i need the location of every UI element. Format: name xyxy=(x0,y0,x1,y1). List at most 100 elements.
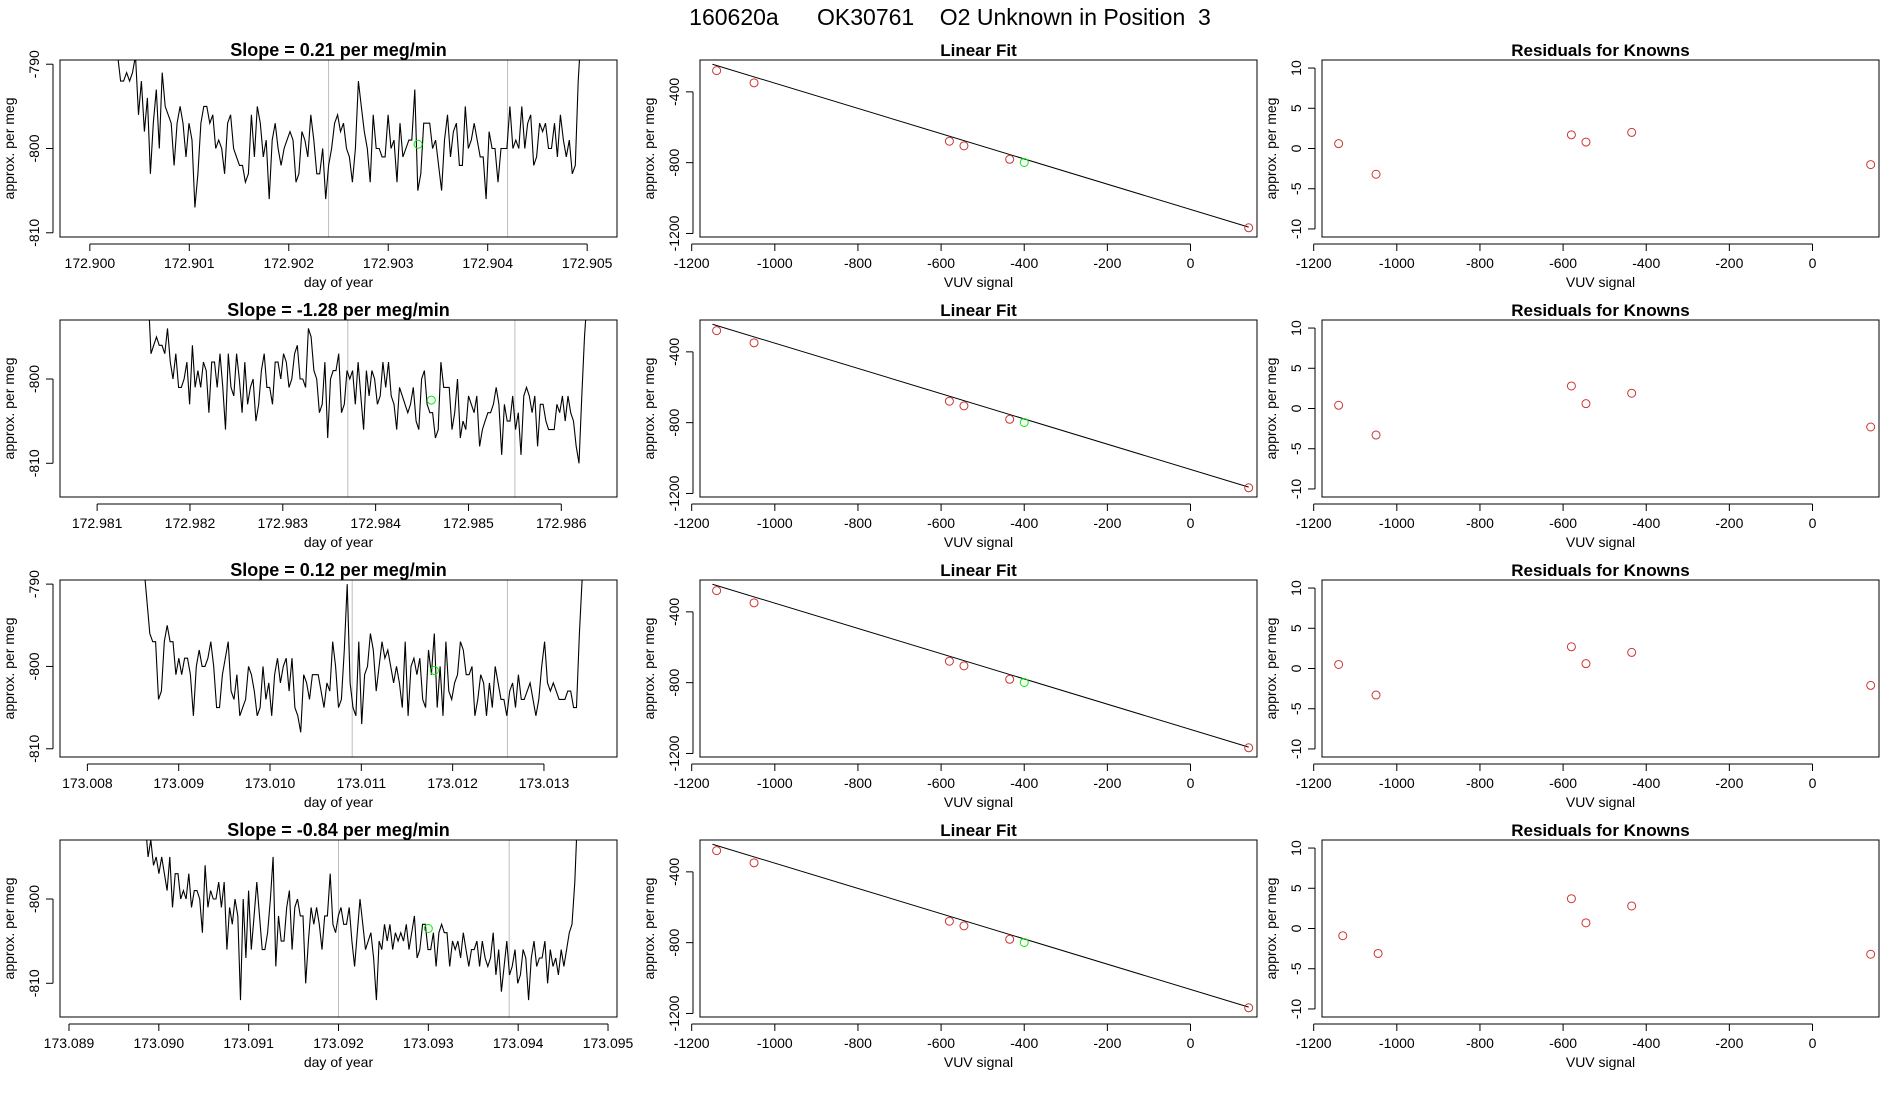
residual-point xyxy=(1334,139,1344,149)
unknown-point xyxy=(1019,417,1029,427)
chart-title: Slope = -1.28 per meg/min xyxy=(227,300,450,320)
residual-point xyxy=(1866,422,1876,432)
residual-point xyxy=(1866,680,1876,690)
x-tick-label: -1200 xyxy=(674,255,710,271)
x-axis-label: VUV signal xyxy=(1566,794,1635,810)
plot-area xyxy=(712,63,1254,233)
known-point xyxy=(944,916,954,926)
series-line xyxy=(144,580,583,733)
x-tick-label: -600 xyxy=(1549,1035,1577,1051)
x-tick-label: 172.982 xyxy=(165,515,216,531)
series-line xyxy=(117,60,581,208)
x-tick-label: -1200 xyxy=(1296,255,1332,271)
chart-title: Slope = -0.84 per meg/min xyxy=(227,820,450,840)
x-tick-label: 0 xyxy=(1187,255,1195,271)
y-tick-label: 5 xyxy=(1288,104,1304,112)
residual-point xyxy=(1371,690,1381,700)
chart-title: Residuals for Knowns xyxy=(1511,301,1690,320)
known-point xyxy=(712,66,722,76)
y-axis-label: approx. per meg xyxy=(641,878,657,980)
residual-point xyxy=(1581,918,1591,928)
y-tick-label: -800 xyxy=(26,652,42,680)
residual-point xyxy=(1866,949,1876,959)
x-tick-label: -1200 xyxy=(1296,775,1332,791)
plot-frame xyxy=(59,579,618,758)
x-tick-label: -400 xyxy=(1632,775,1660,791)
y-tick-label: -5 xyxy=(1288,702,1304,715)
chart-title: Residuals for Knowns xyxy=(1511,561,1690,580)
y-tick-label: -10 xyxy=(1288,219,1304,239)
x-axis-label: day of year xyxy=(304,794,374,810)
x-tick-label: 172.900 xyxy=(65,255,116,271)
y-axis-label: approx. per meg xyxy=(1,98,17,200)
plot-area xyxy=(146,840,578,1017)
x-tick-label: 173.011 xyxy=(337,775,387,791)
chart-panel: Slope = 0.12 per meg/min 173.008 173.009 17… xyxy=(1,560,618,810)
x-tick-label: 0 xyxy=(1187,515,1195,531)
chart-panel: Slope = -0.84 per meg/min 173.089 173.090 1… xyxy=(1,820,634,1070)
y-axis-label: approx. per meg xyxy=(1263,358,1279,460)
x-tick-label: 0 xyxy=(1187,775,1195,791)
y-tick-label: -800 xyxy=(26,885,42,913)
x-tick-label: -400 xyxy=(1010,255,1038,271)
residual-point xyxy=(1371,169,1381,179)
residual-point xyxy=(1566,642,1576,652)
plot-frame xyxy=(1321,59,1880,238)
x-tick-label: -200 xyxy=(1715,1035,1743,1051)
y-tick-label: -800 xyxy=(666,928,682,956)
x-tick-label: -800 xyxy=(1466,515,1494,531)
residual-point xyxy=(1866,160,1876,170)
known-point xyxy=(959,401,969,411)
y-tick-label: -400 xyxy=(666,78,682,106)
x-tick-label: 172.983 xyxy=(257,515,308,531)
plot-area xyxy=(1334,127,1876,179)
x-axis-label: day of year xyxy=(304,534,374,550)
x-axis-label: day of year xyxy=(304,274,374,290)
x-axis-label: VUV signal xyxy=(1566,534,1635,550)
known-point xyxy=(749,858,759,868)
x-tick-label: -800 xyxy=(844,255,872,271)
residual-point xyxy=(1566,381,1576,391)
y-axis-label: approx. per meg xyxy=(1263,878,1279,980)
chart-title: Slope = 0.21 per meg/min xyxy=(230,40,447,60)
residual-point xyxy=(1581,399,1591,409)
chart-panel: Residuals for Knowns-1200 -1000 -800 -600 -4… xyxy=(1263,561,1880,810)
y-tick-label: -5 xyxy=(1288,442,1304,455)
fit-line xyxy=(712,63,1249,228)
x-tick-label: 0 xyxy=(1809,255,1817,271)
x-tick-label: -400 xyxy=(1632,255,1660,271)
x-tick-label: 173.008 xyxy=(62,775,113,791)
plot-area xyxy=(1334,642,1876,700)
x-tick-label: 172.902 xyxy=(263,255,314,271)
series-line xyxy=(148,320,587,464)
x-tick-label: -600 xyxy=(927,515,955,531)
y-axis-label: approx. per meg xyxy=(641,618,657,720)
chart-title: Linear Fit xyxy=(940,301,1017,320)
y-tick-label: 10 xyxy=(1288,840,1304,856)
known-point xyxy=(944,396,954,406)
unknown-point xyxy=(1019,157,1029,167)
y-tick-label: -400 xyxy=(666,598,682,626)
plot-area xyxy=(117,60,581,237)
y-tick-label: 0 xyxy=(1288,404,1304,412)
y-tick-label: -1200 xyxy=(666,995,682,1031)
chart-panel: Residuals for Knowns-1200 -1000 -800 -600 -4… xyxy=(1263,41,1880,290)
y-axis-label: approx. per meg xyxy=(1,878,17,980)
x-tick-label: -1000 xyxy=(1379,515,1415,531)
x-tick-label: -600 xyxy=(927,775,955,791)
residual-point xyxy=(1373,948,1383,958)
plot-area xyxy=(712,843,1254,1013)
x-tick-label: 172.903 xyxy=(363,255,414,271)
x-tick-label: -1000 xyxy=(1379,775,1415,791)
x-tick-label: 0 xyxy=(1187,1035,1195,1051)
known-point xyxy=(959,141,969,151)
plot-frame xyxy=(1321,839,1880,1018)
residual-point xyxy=(1334,659,1344,669)
known-point xyxy=(749,338,759,348)
y-tick-label: -5 xyxy=(1288,962,1304,975)
y-tick-label: -800 xyxy=(666,668,682,696)
x-tick-label: 172.904 xyxy=(462,255,513,271)
plot-frame xyxy=(59,59,618,238)
plot-area xyxy=(712,323,1254,493)
